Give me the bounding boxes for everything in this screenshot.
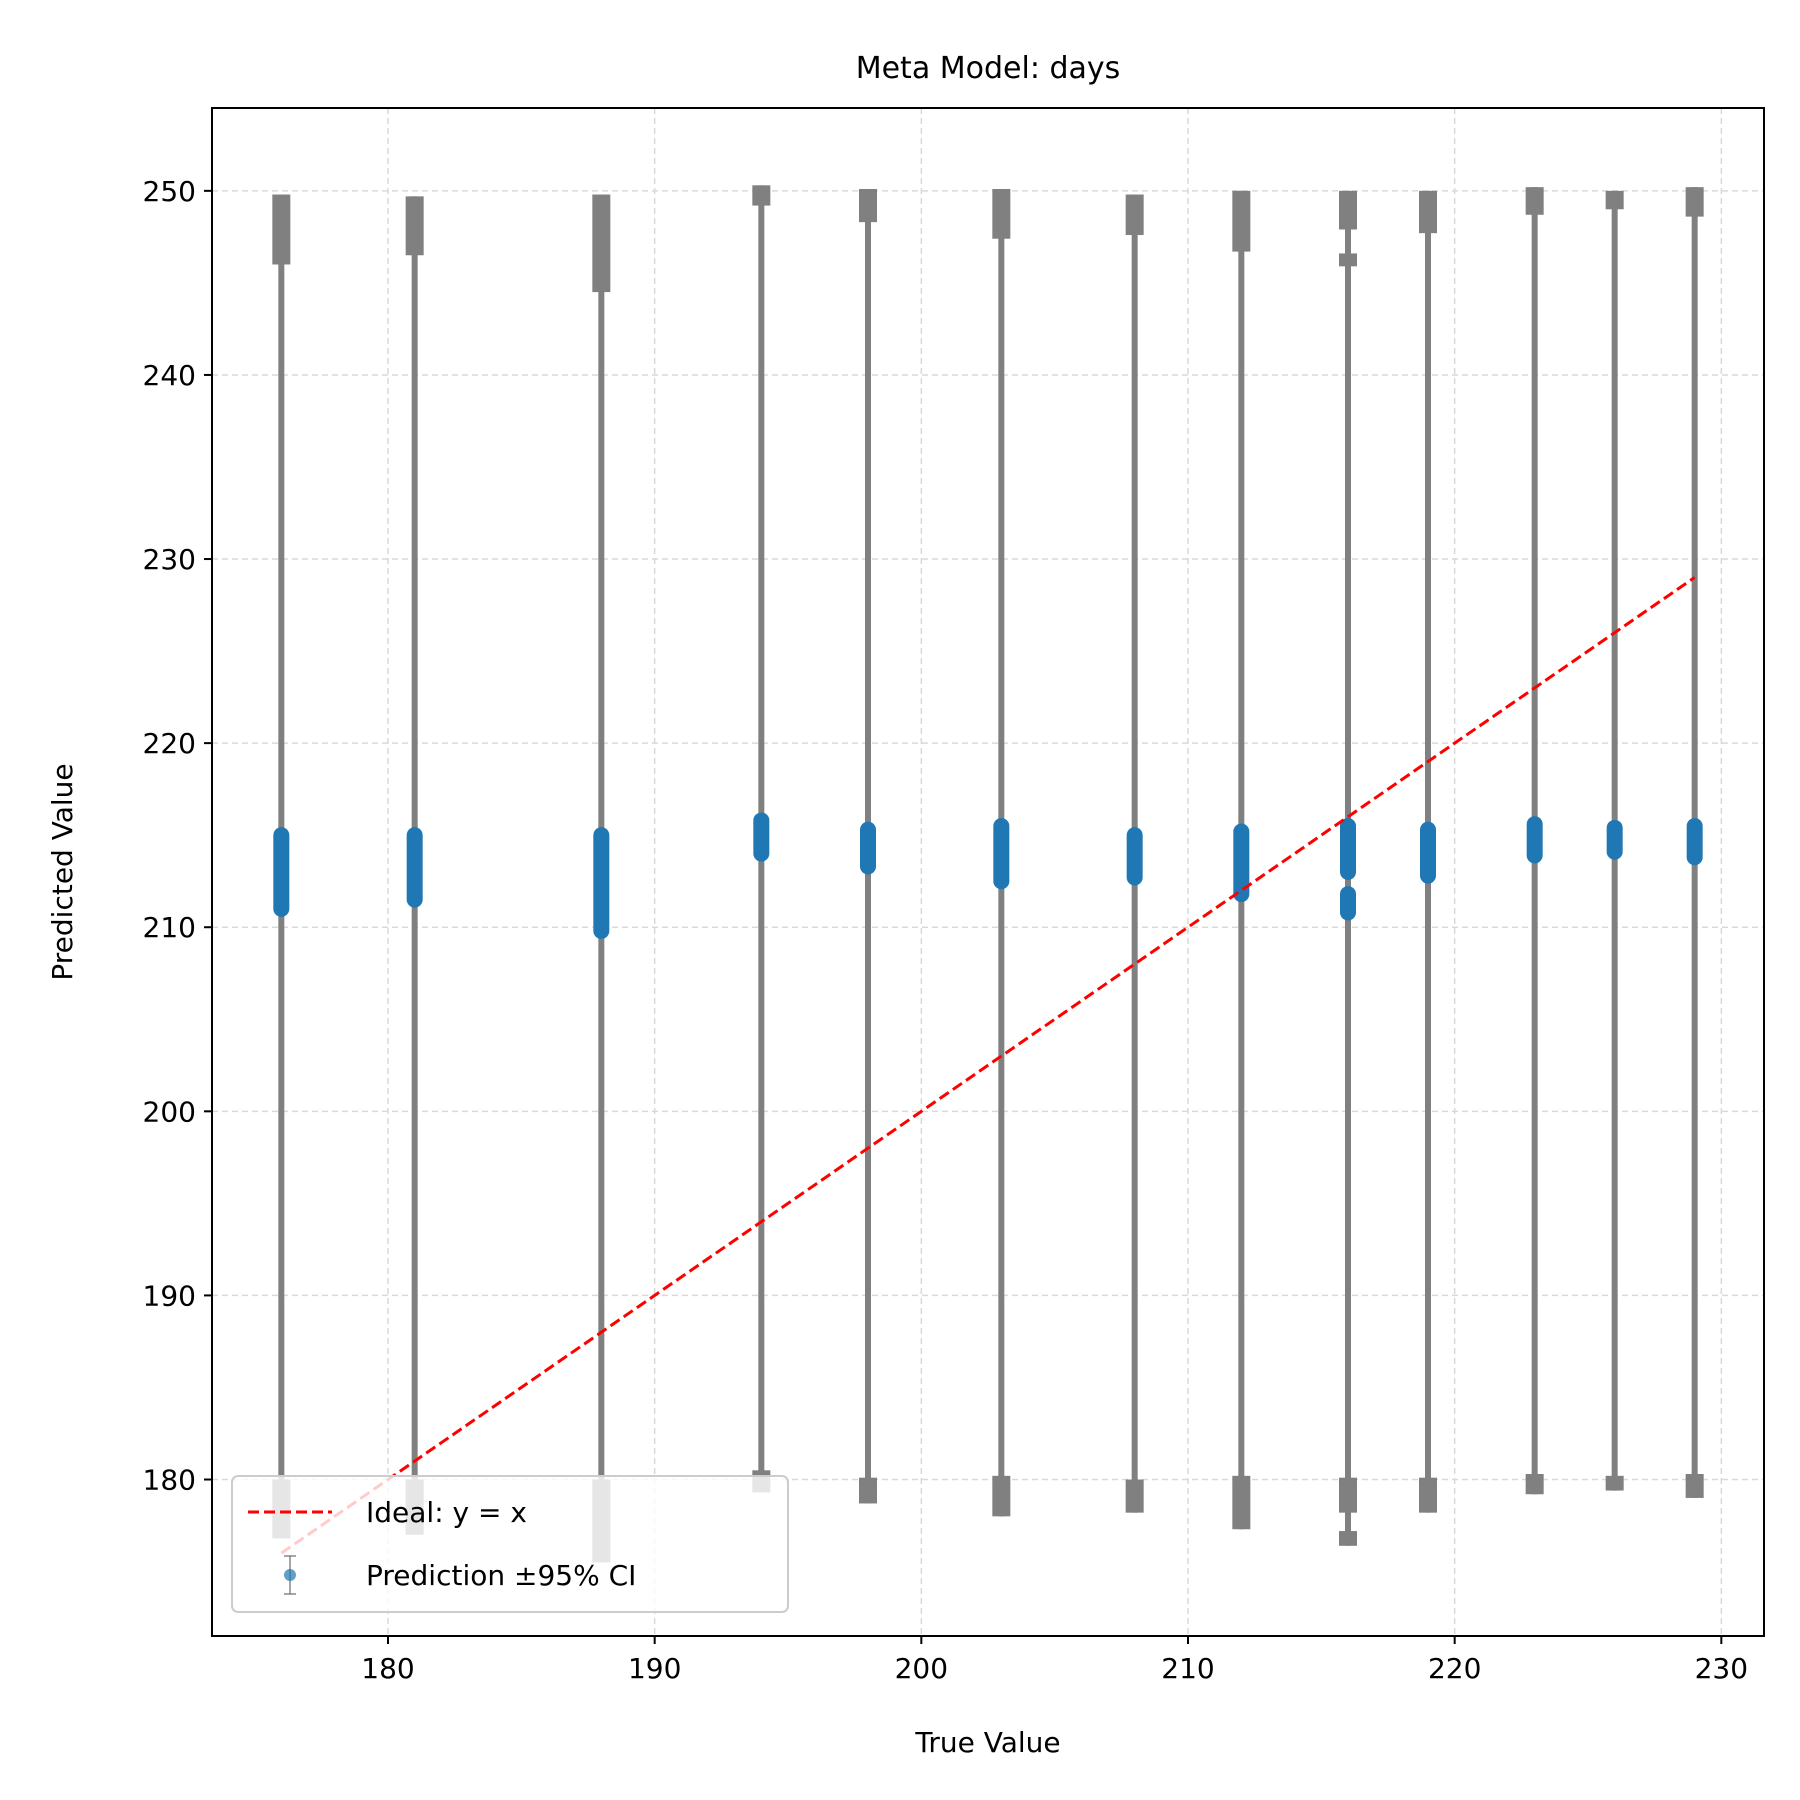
plot-frame (211, 107, 1765, 1637)
error-bar-cap-upper (592, 194, 611, 293)
prediction-point (406, 827, 423, 908)
x-tick-label: 180 (361, 1652, 414, 1685)
prediction-point (1420, 821, 1436, 884)
x-tick-label: 190 (628, 1652, 681, 1685)
error-bar-cap-lower (1339, 1531, 1357, 1546)
ideal-line (280, 576, 1696, 1555)
error-bar-cap-upper (1685, 187, 1704, 217)
y-tick-label: 230 (143, 543, 196, 576)
error-bar-cap-upper (405, 196, 424, 256)
error-bar-cap-upper (1125, 194, 1144, 236)
y-axis-ticks: 180 190 200 210 220 230 240 250 (143, 175, 212, 1497)
legend-point-swatch (284, 1569, 296, 1581)
prediction-point (753, 812, 770, 862)
x-tick-label: 230 (1695, 1652, 1748, 1685)
error-bar-cap-lower (1685, 1473, 1704, 1498)
prediction-point (860, 821, 876, 875)
y-tick-label: 200 (143, 1095, 196, 1128)
y-tick-label: 190 (143, 1279, 196, 1312)
error-bar-cap-upper (272, 194, 291, 265)
prediction-point (273, 827, 290, 917)
legend: Ideal: y = x Prediction ±95% CI (231, 1475, 789, 1613)
error-bar-cap-upper (1525, 187, 1544, 215)
ideal-line-group (280, 576, 1696, 1555)
error-bar-cap-upper (1339, 253, 1357, 267)
error-bar-cap-upper (1605, 190, 1624, 210)
error-bar-cap-lower (1605, 1475, 1624, 1491)
y-axis-label: Predicted Value (46, 763, 79, 980)
x-axis-label: True Value (914, 1726, 1060, 1759)
prediction-point (1606, 819, 1623, 860)
error-bar-cap-upper (859, 189, 877, 223)
prediction-point (1686, 817, 1703, 866)
error-bar-cap-lower (992, 1475, 1011, 1517)
prediction-point (1340, 817, 1356, 880)
prediction-point (1126, 827, 1143, 886)
x-axis-ticks: 180 190 200 210 220 230 (361, 1636, 1748, 1685)
x-tick-label: 210 (1161, 1652, 1214, 1685)
legend-ideal-label: Ideal: y = x (366, 1496, 527, 1529)
error-bar-cap-lower (1525, 1473, 1544, 1495)
prediction-point (1526, 816, 1543, 864)
y-tick-label: 210 (143, 911, 196, 944)
x-tick-label: 220 (1428, 1652, 1481, 1685)
prediction-point (1233, 823, 1250, 903)
legend-prediction-label: Prediction ±95% CI (366, 1559, 636, 1592)
error-bar-cap-lower (1419, 1477, 1437, 1513)
error-bar-cap-lower (1232, 1475, 1251, 1530)
grid (212, 108, 1764, 1636)
error-bar-cap-upper (752, 185, 771, 206)
y-tick-label: 250 (143, 175, 196, 208)
error-bar-cap-upper (1232, 190, 1251, 252)
prediction-points (273, 812, 1703, 939)
error-bar-cap-upper (1339, 190, 1357, 230)
prediction-point (1340, 886, 1356, 921)
error-bar-cap-lower (859, 1477, 877, 1504)
y-tick-label: 240 (143, 359, 196, 392)
y-tick-label: 220 (143, 727, 196, 760)
chart-title: Meta Model: days (856, 51, 1121, 86)
prediction-point (593, 827, 610, 939)
error-bar-cap-upper (1419, 190, 1437, 234)
error-bar-cap-lower (1125, 1479, 1144, 1513)
y-tick-label: 180 (143, 1464, 196, 1497)
prediction-point (993, 817, 1010, 890)
legend-box (231, 1475, 789, 1613)
error-bar-cap-upper (992, 189, 1011, 239)
x-tick-label: 200 (895, 1652, 948, 1685)
